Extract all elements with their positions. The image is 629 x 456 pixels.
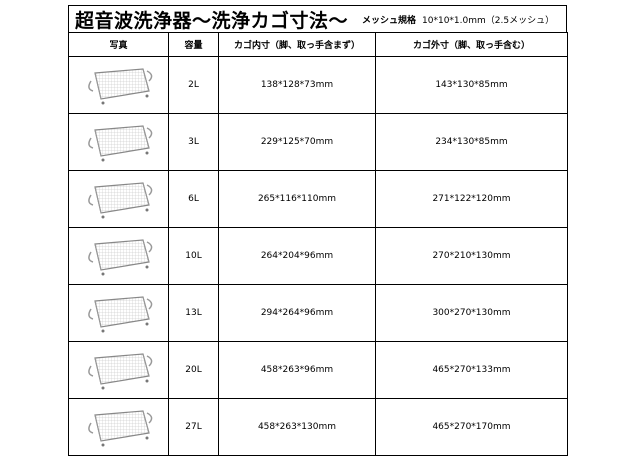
- inner-size-cell: 265*116*110mm: [218, 170, 376, 228]
- table-row: 6L 265*116*110mm 271*122*120mm: [68, 170, 568, 228]
- basket-photo: [68, 398, 169, 456]
- basket-photo: [68, 170, 169, 228]
- outer-size-cell: 234*130*85mm: [375, 113, 568, 171]
- table-row: 10L 264*204*96mm 270*210*130mm: [68, 227, 568, 285]
- column-header: 写真: [68, 32, 169, 57]
- capacity-cell: 20L: [168, 341, 219, 399]
- inner-size-cell: 294*264*96mm: [218, 284, 376, 342]
- basket-photo: [68, 227, 169, 285]
- outer-size-cell: 300*270*130mm: [375, 284, 568, 342]
- capacity-cell: 27L: [168, 398, 219, 456]
- capacity-cell: 6L: [168, 170, 219, 228]
- capacity-cell: 3L: [168, 113, 219, 171]
- table-row: 3L 229*125*70mm 234*130*85mm: [68, 113, 568, 171]
- column-header: カゴ外寸（脚、取っ手含む）: [375, 32, 568, 57]
- basket-photo: [68, 56, 169, 114]
- inner-size-cell: 138*128*73mm: [218, 56, 376, 114]
- inner-size-cell: 264*204*96mm: [218, 227, 376, 285]
- title-bar: 超音波洗浄器～洗浄カゴ寸法～ メッシュ規格 10*10*1.0mm（2.5メッシ…: [68, 5, 567, 32]
- capacity-cell: 2L: [168, 56, 219, 114]
- capacity-cell: 13L: [168, 284, 219, 342]
- outer-size-cell: 465*270*133mm: [375, 341, 568, 399]
- basket-photo: [68, 341, 169, 399]
- basket-size-document: 超音波洗浄器～洗浄カゴ寸法～ メッシュ規格 10*10*1.0mm（2.5メッシ…: [68, 5, 568, 456]
- column-header: カゴ内寸（脚、取っ手含まず）: [218, 32, 376, 57]
- column-header: 容量: [168, 32, 219, 57]
- outer-size-cell: 143*130*85mm: [375, 56, 568, 114]
- outer-size-cell: 465*270*170mm: [375, 398, 568, 456]
- inner-size-cell: 458*263*130mm: [218, 398, 376, 456]
- table-row: 2L 138*128*73mm 143*130*85mm: [68, 56, 568, 114]
- size-table: 写真 容量 カゴ内寸（脚、取っ手含まず） カゴ外寸（脚、取っ手含む） 2L 138*1…: [68, 32, 568, 456]
- table-row: 13L 294*264*96mm 300*270*130mm: [68, 284, 568, 342]
- inner-size-cell: 458*263*96mm: [218, 341, 376, 399]
- outer-size-cell: 270*210*130mm: [375, 227, 568, 285]
- page-title: 超音波洗浄器～洗浄カゴ寸法～: [75, 9, 349, 32]
- mesh-label: メッシュ規格: [362, 15, 417, 26]
- basket-photo: [68, 113, 169, 171]
- mesh-value: 10*10*1.0mm（2.5メッシュ）: [422, 15, 555, 26]
- capacity-cell: 10L: [168, 227, 219, 285]
- table-row: 20L 458*263*96mm 465*270*133mm: [68, 341, 568, 399]
- inner-size-cell: 229*125*70mm: [218, 113, 376, 171]
- table-row: 27L 458*263*130mm 465*270*170mm: [68, 398, 568, 456]
- basket-photo: [68, 284, 169, 342]
- outer-size-cell: 271*122*120mm: [375, 170, 568, 228]
